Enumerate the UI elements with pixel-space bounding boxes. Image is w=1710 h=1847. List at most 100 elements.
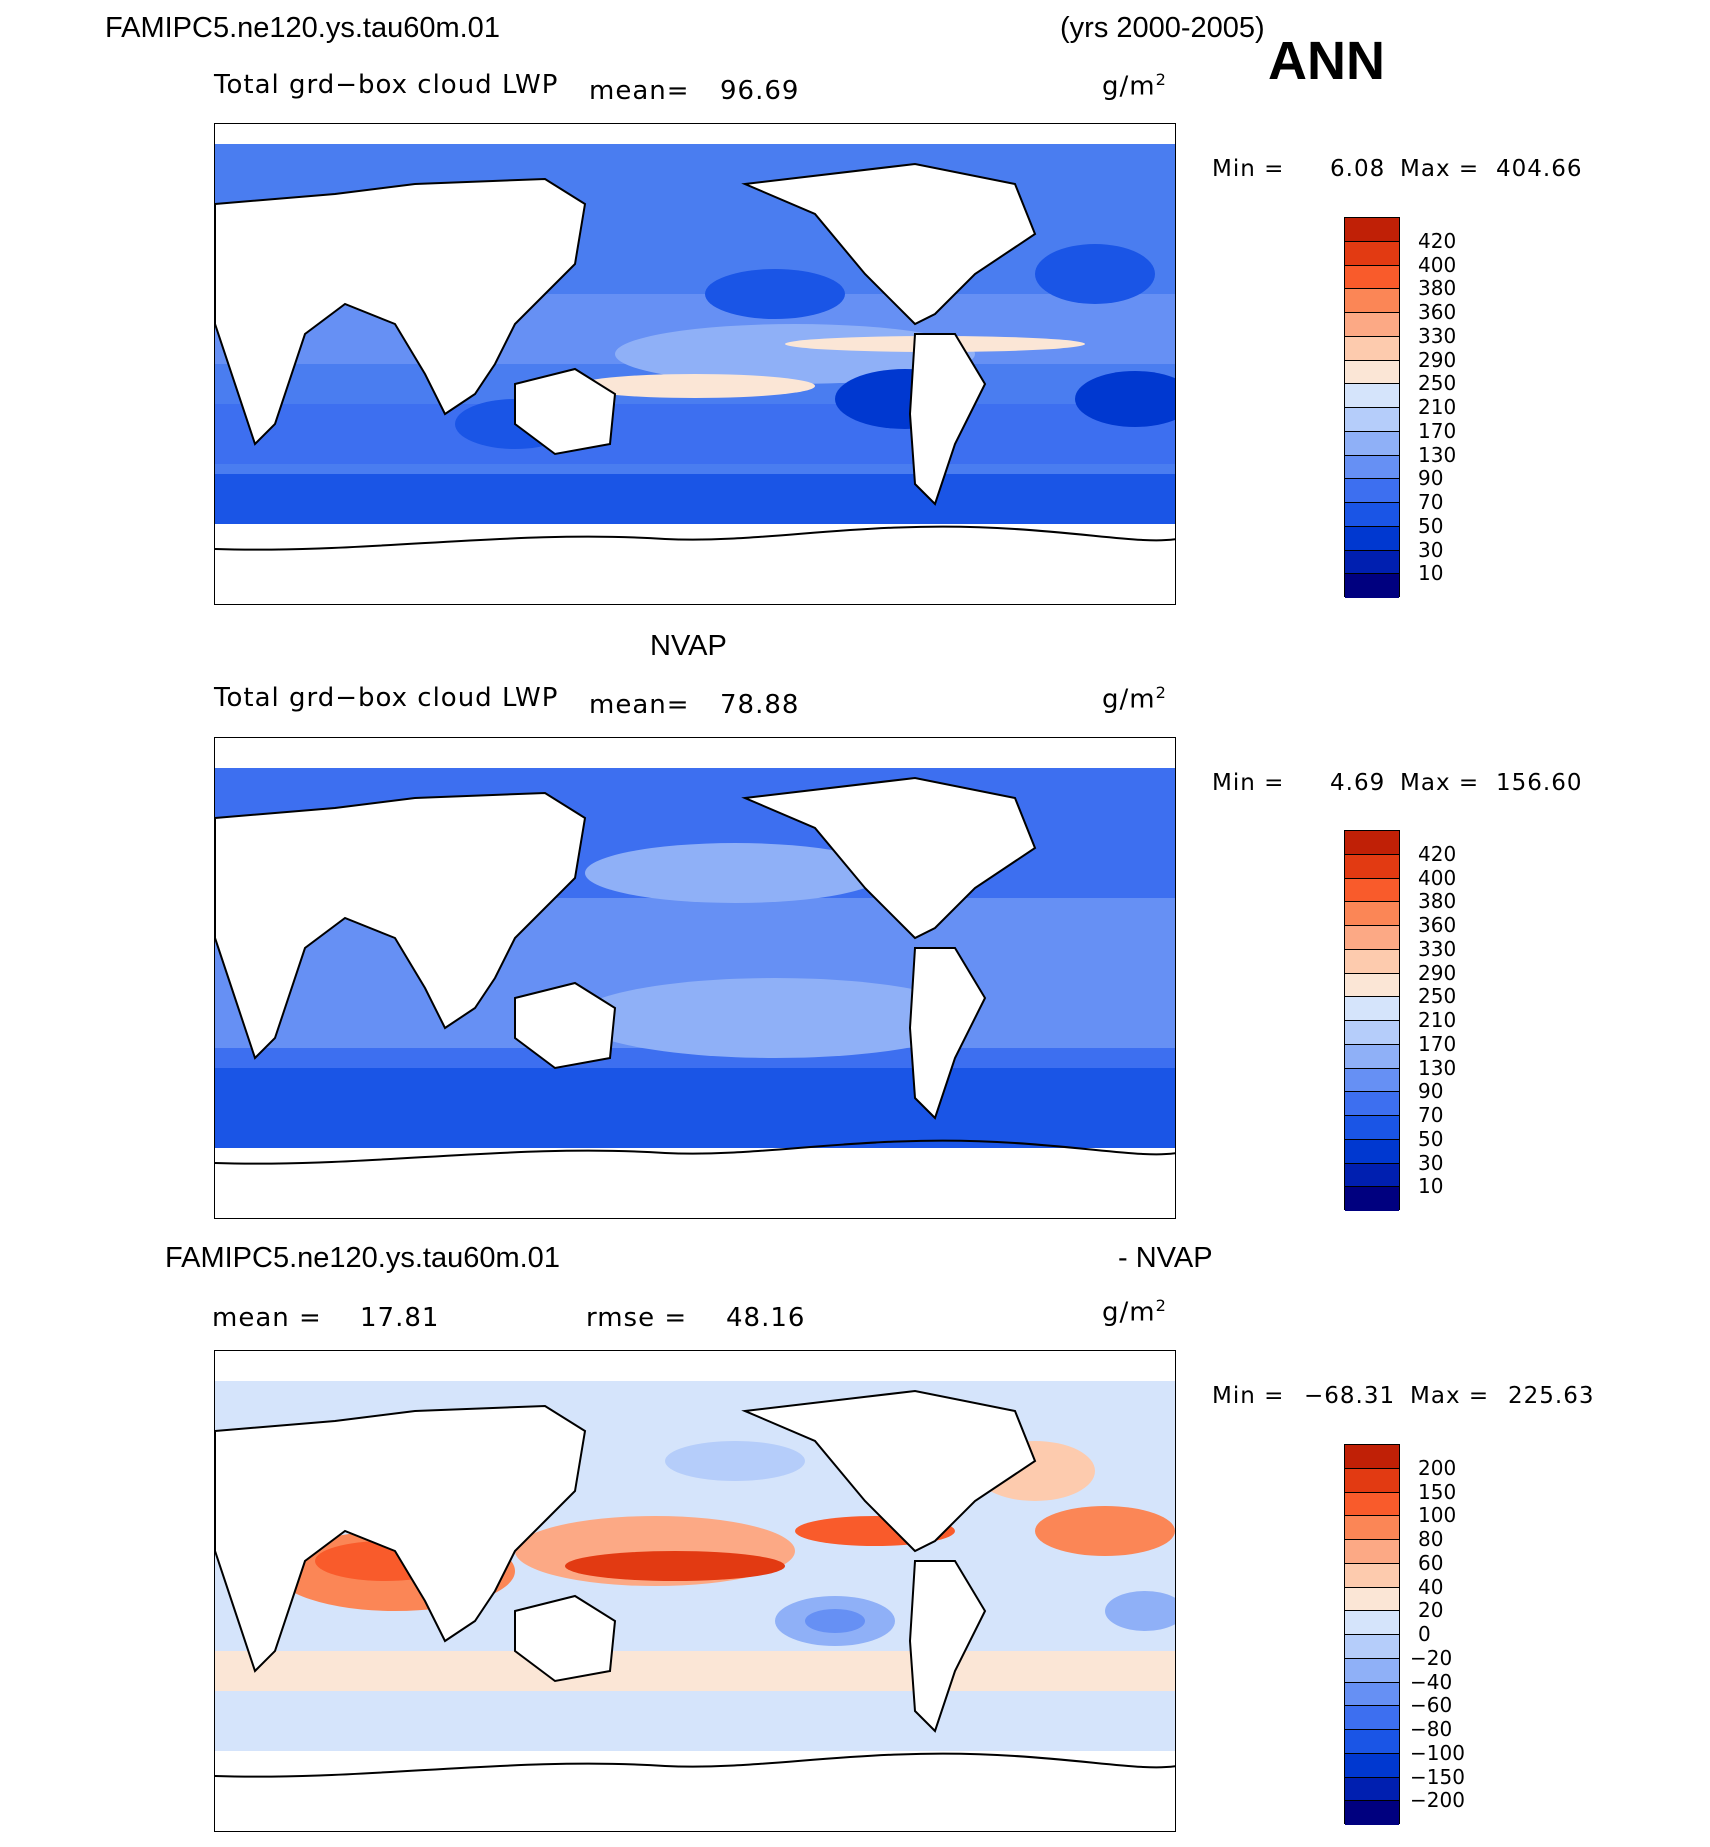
colorbar-tick-label: 380 bbox=[1418, 889, 1457, 914]
colorbar-tick-label: 150 bbox=[1418, 1479, 1457, 1504]
colorbar-cell bbox=[1345, 854, 1399, 879]
colorbar-tick-label: 70 bbox=[1418, 490, 1444, 514]
panel3-rmse-value: 48.16 bbox=[726, 1303, 806, 1333]
colorbar-tick-label: 170 bbox=[1418, 418, 1457, 443]
southern-ocean-band bbox=[215, 474, 1175, 524]
warm-pool-core bbox=[565, 1551, 785, 1581]
colorbar-tick-label: 250 bbox=[1418, 984, 1457, 1009]
panel3-rmse-label: rmse = bbox=[586, 1303, 688, 1333]
colorbar-cell bbox=[1345, 550, 1399, 575]
units-text: g/m bbox=[1102, 684, 1156, 715]
panel2-mean-label: mean= bbox=[589, 690, 690, 720]
panel3-units: g/m2 bbox=[1102, 1296, 1167, 1328]
colorbar-tick-label: 400 bbox=[1418, 252, 1457, 277]
colorbar-tick-label: 70 bbox=[1418, 1103, 1444, 1127]
panel3-mean-value: 17.81 bbox=[360, 1303, 440, 1333]
colorbar-cell bbox=[1345, 1516, 1399, 1540]
colorbar-cell bbox=[1345, 503, 1399, 527]
years-label: (yrs 2000-2005) bbox=[1060, 12, 1265, 44]
colorbar-cell bbox=[1345, 1706, 1399, 1730]
colorbar-tick-label: 210 bbox=[1418, 395, 1457, 419]
colorbar-tick-label: 290 bbox=[1418, 960, 1457, 985]
colorbar-cell bbox=[1345, 289, 1399, 313]
midlat-warm bbox=[215, 1651, 1175, 1691]
colorbar-tick-label: 330 bbox=[1418, 936, 1457, 961]
colorbar-cell bbox=[1345, 831, 1399, 855]
colorbar-tick-label: 250 bbox=[1418, 371, 1457, 396]
north-america bbox=[741, 1389, 1037, 1553]
colorbar-cell bbox=[1345, 384, 1399, 408]
panel3-title-suffix: - NVAP bbox=[1118, 1242, 1213, 1274]
southern-ocean-band bbox=[215, 1068, 1175, 1148]
colorbar-tick-label: −20 bbox=[1410, 1645, 1453, 1670]
colorbar-cell bbox=[1345, 1540, 1399, 1564]
colorbar-cell bbox=[1345, 1658, 1399, 1683]
eurasia-africa bbox=[215, 177, 587, 446]
colorbar-cell bbox=[1345, 1563, 1399, 1588]
colorbar-cell bbox=[1345, 1587, 1399, 1612]
panel3-max-label: Max = bbox=[1410, 1383, 1490, 1409]
colorbar-cell bbox=[1345, 997, 1399, 1021]
colorbar-tick-label: 210 bbox=[1418, 1008, 1457, 1032]
colorbar-cell bbox=[1345, 431, 1399, 456]
panel2-units: g/m2 bbox=[1102, 683, 1167, 715]
colorbar-cell bbox=[1345, 408, 1399, 432]
colorbar-cell bbox=[1345, 1611, 1399, 1635]
colorbar-tick-label: 30 bbox=[1418, 1150, 1444, 1175]
south-america bbox=[908, 333, 987, 506]
colorbar-tick-label: 200 bbox=[1418, 1455, 1457, 1480]
panel1-colorbar bbox=[1344, 217, 1400, 598]
colorbar-tick-label: −60 bbox=[1410, 1693, 1453, 1718]
colorbar-cell bbox=[1345, 1468, 1399, 1493]
colorbar-tick-label: 420 bbox=[1418, 228, 1457, 253]
panel2-max-value: 156.60 bbox=[1496, 770, 1583, 796]
colorbar-cell bbox=[1345, 1187, 1399, 1211]
colorbar-cell bbox=[1345, 1116, 1399, 1140]
colorbar-tick-label: 170 bbox=[1418, 1031, 1457, 1056]
colorbar-cell bbox=[1345, 1139, 1399, 1164]
colorbar-tick-label: 360 bbox=[1418, 913, 1457, 937]
colorbar-tick-label: 10 bbox=[1418, 1174, 1444, 1199]
colorbar-tick-label: 10 bbox=[1418, 561, 1444, 586]
colorbar-cell bbox=[1345, 878, 1399, 903]
panel3-mean-label: mean = bbox=[212, 1303, 322, 1333]
australia bbox=[514, 367, 617, 456]
panel2-variable: Total grd−box cloud LWP bbox=[214, 683, 559, 713]
colorbar-cell bbox=[1345, 1044, 1399, 1069]
se-atlantic-low bbox=[1075, 371, 1175, 427]
colorbar-tick-label: 330 bbox=[1418, 323, 1457, 348]
colorbar-cell bbox=[1345, 1092, 1399, 1116]
season-label: ANN bbox=[1268, 31, 1385, 91]
antarctica bbox=[215, 534, 1175, 604]
sp-convergence bbox=[575, 374, 815, 398]
eurasia-africa bbox=[215, 1404, 587, 1673]
antarctica-coast bbox=[215, 1139, 1175, 1165]
colorbar-tick-label: 90 bbox=[1418, 1079, 1444, 1104]
ocean-band-south bbox=[215, 404, 1175, 464]
antarctica bbox=[215, 1751, 1175, 1831]
colorbar-cell bbox=[1345, 265, 1399, 290]
colorbar-tick-label: 130 bbox=[1418, 442, 1457, 467]
north-america bbox=[741, 162, 1037, 326]
colorbar-cell bbox=[1345, 1445, 1399, 1469]
colorbar-cell bbox=[1345, 479, 1399, 503]
units-text: g/m bbox=[1102, 71, 1156, 102]
n-atlantic-dark bbox=[1035, 244, 1155, 304]
colorbar-tick-label: 100 bbox=[1418, 1503, 1457, 1528]
units-text: g/m bbox=[1102, 1297, 1156, 1328]
colorbar-tick-label: 90 bbox=[1418, 466, 1444, 491]
colorbar-tick-label: −150 bbox=[1410, 1764, 1465, 1789]
panel2-title: NVAP bbox=[650, 630, 727, 662]
panel1-map bbox=[214, 123, 1176, 605]
panel1-units: g/m2 bbox=[1102, 70, 1167, 102]
antarctica-coast bbox=[215, 525, 1175, 551]
panel3-max-value: 225.63 bbox=[1508, 1383, 1595, 1409]
colorbar-cell bbox=[1345, 1068, 1399, 1093]
colorbar-cell bbox=[1345, 218, 1399, 242]
panel3-map bbox=[214, 1350, 1176, 1832]
colorbar-cell bbox=[1345, 455, 1399, 480]
colorbar-cell bbox=[1345, 926, 1399, 950]
colorbar-tick-label: 420 bbox=[1418, 841, 1457, 866]
panel3-colorbar bbox=[1344, 1444, 1400, 1825]
colorbar-cell bbox=[1345, 1777, 1399, 1802]
